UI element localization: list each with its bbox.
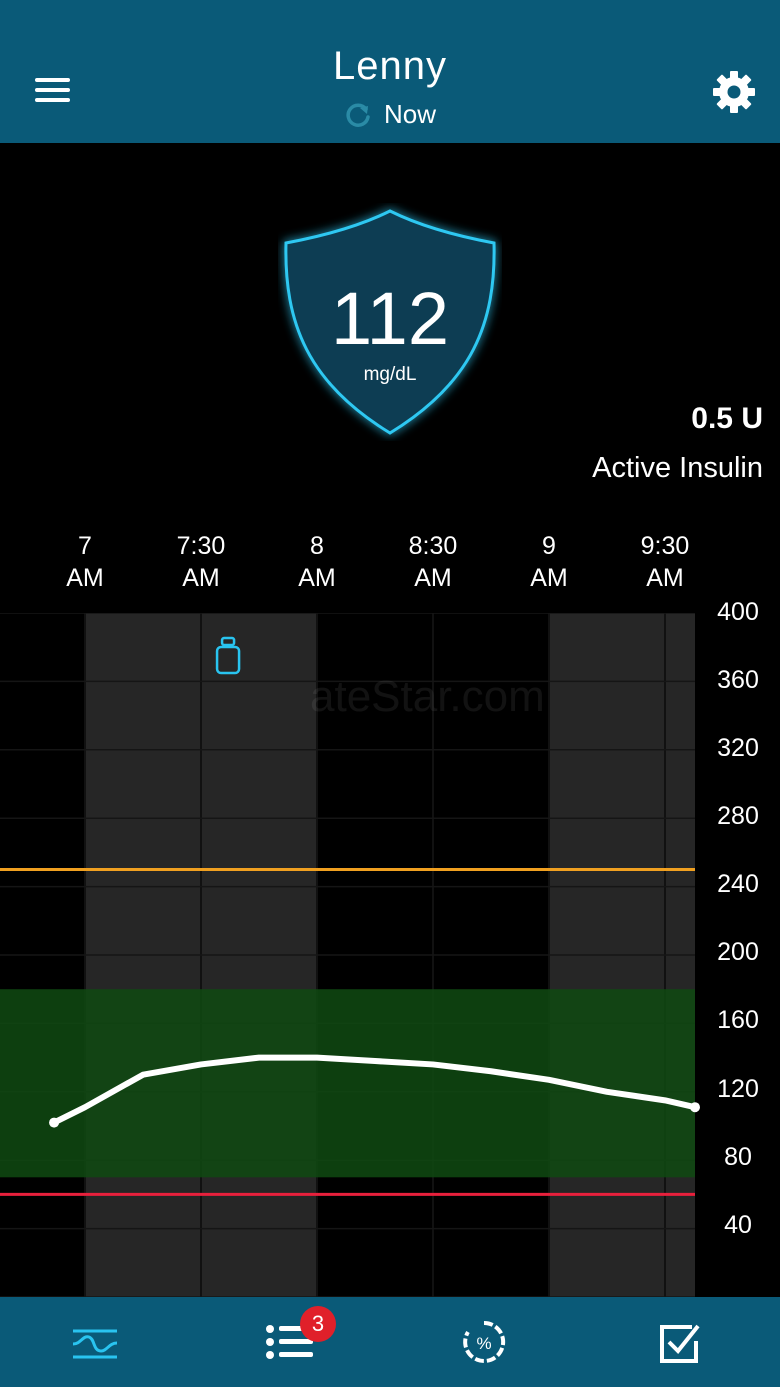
y-tick-label: 400: [717, 598, 759, 626]
time-ampm: AM: [182, 564, 220, 592]
time-label: 9 AM: [499, 530, 599, 594]
time-ampm: AM: [414, 564, 452, 592]
y-tick-label: 40: [724, 1211, 752, 1239]
time-label: 9:30 AM: [615, 530, 715, 594]
time-ampm: AM: [66, 564, 104, 592]
sync-status-label: Now: [383, 99, 436, 129]
y-tick-label: 360: [717, 666, 759, 694]
time-label: 8 AM: [267, 530, 367, 594]
sync-status[interactable]: Now: [0, 99, 780, 130]
time-ampm: AM: [646, 564, 684, 592]
gear-icon[interactable]: [712, 70, 756, 114]
vial-body: [215, 645, 241, 675]
insulin-vial-icon: [215, 636, 241, 675]
time-label: 7 AM: [35, 530, 135, 594]
time-hour: 9:30: [640, 532, 690, 560]
tab-statistics[interactable]: %: [390, 1297, 585, 1387]
percent-gauge-icon: %: [463, 1320, 506, 1363]
tab-log-list[interactable]: [195, 1297, 390, 1387]
y-tick-label: 240: [717, 870, 759, 898]
y-tick-label: 120: [717, 1075, 759, 1103]
time-hour: 8: [310, 532, 324, 560]
y-tick-label: 200: [717, 938, 759, 966]
time-hour: 8:30: [408, 532, 458, 560]
time-ampm: AM: [298, 564, 336, 592]
vial-cap: [220, 636, 236, 647]
page-title: Lenny: [333, 44, 447, 88]
glucose-point: [49, 1117, 60, 1128]
tab-checklist[interactable]: [585, 1297, 780, 1387]
graph-wave-icon: [72, 1329, 118, 1359]
tab-graph[interactable]: [0, 1297, 195, 1387]
hamburger-menu-icon[interactable]: [35, 78, 71, 104]
glucose-chart[interactable]: [0, 613, 780, 1297]
time-label: 8:30 AM: [383, 530, 483, 594]
active-insulin-value: 0.5 U: [691, 402, 763, 435]
active-insulin-label: Active Insulin: [592, 452, 763, 484]
glucose-trend-line: [51, 1054, 698, 1126]
glucose-shield-icon[interactable]: [278, 203, 502, 441]
y-tick-label: 320: [717, 734, 759, 762]
bottom-tab-bar: %: [0, 1297, 780, 1387]
glucose-unit: mg/dL: [363, 364, 417, 385]
checkbox-icon: [660, 1324, 700, 1363]
refresh-icon: [346, 103, 370, 127]
app-header: Lenny Now: [0, 0, 780, 143]
y-tick-label: 80: [724, 1143, 752, 1171]
glucose-point: [690, 1102, 700, 1113]
notification-badge: 3: [300, 1306, 336, 1342]
time-hour: 7: [78, 532, 92, 560]
glucose-value: 112: [331, 277, 449, 360]
time-label: 7:30 AM: [151, 530, 251, 594]
time-hour: 9: [542, 532, 556, 560]
svg-text:%: %: [476, 1334, 491, 1353]
y-tick-label: 160: [717, 1006, 759, 1034]
time-hour: 7:30: [176, 532, 226, 560]
time-ampm: AM: [530, 564, 568, 592]
y-tick-label: 280: [717, 802, 759, 830]
target-range-band: [0, 989, 695, 1178]
